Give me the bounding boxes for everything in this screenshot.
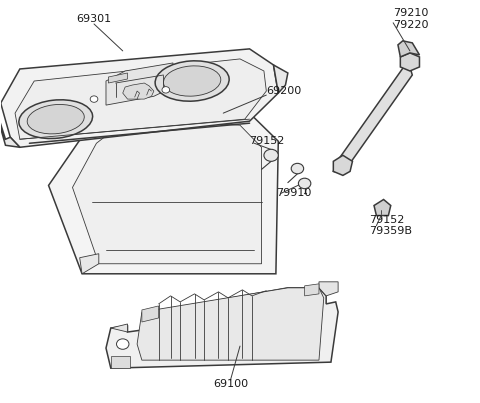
Text: 69200: 69200 — [266, 86, 301, 96]
Circle shape — [117, 339, 129, 349]
Polygon shape — [319, 282, 338, 296]
Polygon shape — [333, 155, 352, 175]
Polygon shape — [0, 49, 278, 147]
Polygon shape — [80, 254, 99, 274]
Polygon shape — [111, 356, 130, 368]
Polygon shape — [400, 53, 420, 71]
Text: 69100: 69100 — [213, 379, 248, 389]
Text: 79152: 79152 — [250, 136, 285, 146]
Ellipse shape — [155, 61, 229, 101]
Polygon shape — [106, 63, 173, 105]
Ellipse shape — [164, 66, 221, 96]
Polygon shape — [305, 284, 319, 296]
Circle shape — [299, 178, 311, 189]
Polygon shape — [333, 65, 412, 173]
Circle shape — [291, 163, 304, 174]
Polygon shape — [142, 306, 158, 322]
Circle shape — [162, 87, 169, 93]
Polygon shape — [111, 324, 128, 332]
Polygon shape — [123, 83, 154, 99]
Polygon shape — [106, 288, 338, 368]
Polygon shape — [0, 103, 20, 147]
Circle shape — [90, 96, 98, 102]
Ellipse shape — [27, 104, 84, 134]
Ellipse shape — [19, 100, 93, 139]
Text: 79210
79220: 79210 79220 — [393, 8, 429, 29]
Polygon shape — [398, 41, 420, 57]
Text: 79910: 79910 — [276, 189, 311, 198]
Polygon shape — [48, 107, 278, 274]
Polygon shape — [274, 65, 288, 93]
Polygon shape — [72, 119, 262, 264]
Polygon shape — [374, 199, 391, 216]
Text: 79152
79359B: 79152 79359B — [369, 215, 412, 237]
Polygon shape — [108, 73, 128, 83]
Polygon shape — [15, 59, 266, 139]
Polygon shape — [137, 288, 324, 360]
Text: 69301: 69301 — [76, 14, 111, 24]
Circle shape — [264, 149, 278, 161]
